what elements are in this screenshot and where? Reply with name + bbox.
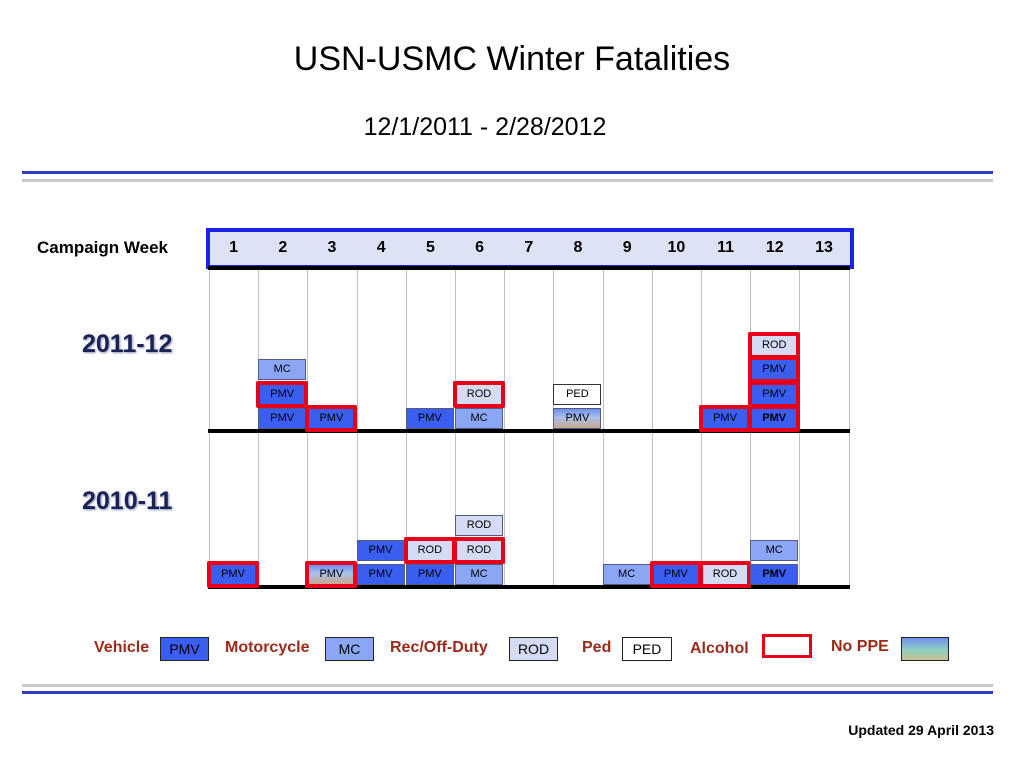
alcohol-marker [748,356,801,383]
legend-vehicle-swatch: PMV [160,637,209,661]
top-divider-blue [22,171,993,174]
week-number-4: 4 [376,239,386,256]
page-title: USN-USMC Winter Fatalities [293,40,731,78]
week-number-2: 2 [278,239,288,256]
week-gridline [504,268,506,588]
chart-top-axis [208,266,850,270]
week-number-11: 11 [717,239,735,256]
week-number-12: 12 [765,239,784,256]
alcohol-marker [748,380,801,408]
week-gridline [209,268,210,588]
baseline-2010-11 [208,585,850,589]
alcohol-marker [748,331,801,359]
legend-rod-label: Rec/Off-Duty [390,639,488,656]
event-2010-11-wk6-mc: MC [455,564,503,585]
updated-footer: Updated 29 April 2013 [848,722,994,738]
legend-motorcycle-swatch: MC [325,637,374,661]
week-number-6: 6 [475,239,485,256]
alcohol-marker [305,561,358,588]
week-number-10: 10 [667,239,686,256]
alcohol-marker [453,536,505,564]
event-2011-12-wk5-pmv: PMV [405,408,454,429]
event-2010-11-wk9-mc: MC [602,564,651,585]
event-2010-11-wk4-pmv: PMV [356,539,405,561]
season-label-2010-11: 2010-11 [82,487,173,515]
week-gridline [602,268,604,588]
event-2010-11-wk4-pmv: PMV [356,564,405,585]
legend-rod-swatch: ROD [509,637,558,661]
legend-ped-swatch: PED [622,637,672,661]
alcohol-marker [305,405,358,432]
week-number-1: 1 [229,239,239,256]
event-2011-12-wk8-ped: PED [553,383,602,405]
week-number-8: 8 [573,239,583,256]
alcohol-marker [699,405,751,432]
campaign-week-label: Campaign Week [37,238,169,257]
legend-noppe-swatch [901,637,949,661]
event-2010-11-wk12-mc: MC [750,539,799,561]
legend-motorcycle-label: Motorcycle [225,639,310,656]
event-2011-12-wk6-mc: MC [455,408,503,429]
alcohol-marker [256,380,309,408]
legend-alcohol-label: Alcohol [690,640,749,657]
week-number-9: 9 [622,239,632,256]
alcohol-marker [649,561,702,588]
alcohol-marker [748,405,801,432]
week-gridline [848,268,850,588]
legend-noppe-label: No PPE [831,638,889,655]
season-label-2011-12: 2011-12 [82,330,173,358]
event-2010-11-wk5-pmv: PMV [405,564,454,585]
bottom-divider-gray [22,684,993,687]
alcohol-marker [699,561,751,588]
alcohol-marker [453,380,505,408]
event-2011-12-wk8-pmv: PMV [553,408,602,429]
week-number-5: 5 [425,239,435,256]
legend-ped-label: Ped [582,639,612,656]
alcohol-marker [403,536,456,564]
date-range-subtitle: 12/1/2011 - 2/28/2012 [363,113,607,141]
event-2011-12-wk2-mc: MC [258,359,307,380]
event-2011-12-wk2-pmv: PMV [258,408,307,429]
event-2010-11-wk12-pmv: PMV [750,564,799,585]
week-gridline [651,268,653,588]
alcohol-marker [207,561,259,588]
bottom-divider-blue [22,691,993,694]
top-divider-gray [22,179,993,182]
week-number-7: 7 [524,239,534,256]
legend-alcohol-swatch [762,634,812,658]
legend-vehicle-label: Vehicle [94,639,150,656]
baseline-2011-12 [208,429,850,433]
week-number-13: 13 [815,239,833,256]
week-gridline [356,268,358,588]
week-number-3: 3 [327,239,337,256]
event-2010-11-wk11-rod: ROD [701,564,749,585]
event-2010-11-wk6-rod: ROD [455,515,503,536]
